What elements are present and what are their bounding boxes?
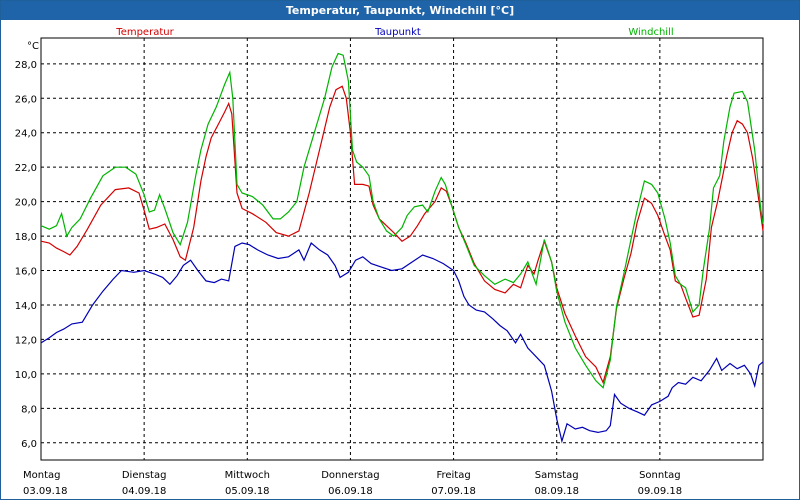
x-day-label: Mittwoch: [225, 470, 270, 481]
y-tick-label: 28,0: [15, 60, 37, 71]
legend-taupunkt: Taupunkt: [374, 27, 421, 38]
y-tick-label: 10,0: [15, 370, 37, 381]
series-line-windchill: [40, 52, 764, 389]
y-axis: 6,0 8,0 10,0 12,0 14,0 16,0 18,0 20,0 22,0 24,0 26…: [15, 60, 37, 450]
x-date-label: 05.09.18: [225, 486, 270, 497]
y-tick-label: 20,0: [15, 198, 37, 209]
x-date-label: 07.09.18: [431, 486, 476, 497]
x-date-label: 06.09.18: [328, 486, 373, 497]
y-tick-label: 14,0: [15, 301, 37, 312]
chart-title: Temperatur, Taupunkt, Windchill [°C]: [1, 1, 799, 20]
x-date-label: 09.09.18: [638, 486, 683, 497]
grid: [41, 38, 763, 460]
series-line-temperatur: [40, 85, 764, 385]
y-tick-label: 24,0: [15, 129, 37, 140]
x-day-label: Samstag: [535, 470, 579, 481]
series-lines: [40, 52, 764, 444]
x-date-label: 08.09.18: [534, 486, 579, 497]
y-tick-label: 26,0: [15, 94, 37, 105]
x-day-label: Sonntag: [639, 470, 681, 481]
y-tick-label: 18,0: [15, 232, 37, 243]
x-day-label: Donnerstag: [321, 470, 379, 481]
legend-temperatur: Temperatur: [115, 27, 174, 38]
x-day-label: Freitag: [436, 470, 470, 481]
legend-windchill: Windchill: [628, 27, 673, 38]
y-tick-label: 22,0: [15, 163, 37, 174]
plot-area: [40, 37, 764, 461]
y-tick-label: 6,0: [21, 439, 37, 450]
legend: Temperatur Taupunkt Windchill: [115, 27, 673, 38]
y-tick-label: 12,0: [15, 335, 37, 346]
series-line-taupunkt: [40, 242, 764, 444]
y-tick-label: 8,0: [21, 404, 37, 415]
x-day-label: Montag: [23, 470, 60, 481]
x-axis: Montag 03.09.18 Dienstag 04.09.18 Mittwoch 05…: [23, 470, 682, 497]
x-date-label: 03.09.18: [23, 486, 68, 497]
y-axis-unit: °C: [27, 41, 39, 52]
x-date-label: 04.09.18: [122, 486, 167, 497]
y-tick-label: 16,0: [15, 267, 37, 278]
x-day-label: Dienstag: [122, 470, 167, 481]
